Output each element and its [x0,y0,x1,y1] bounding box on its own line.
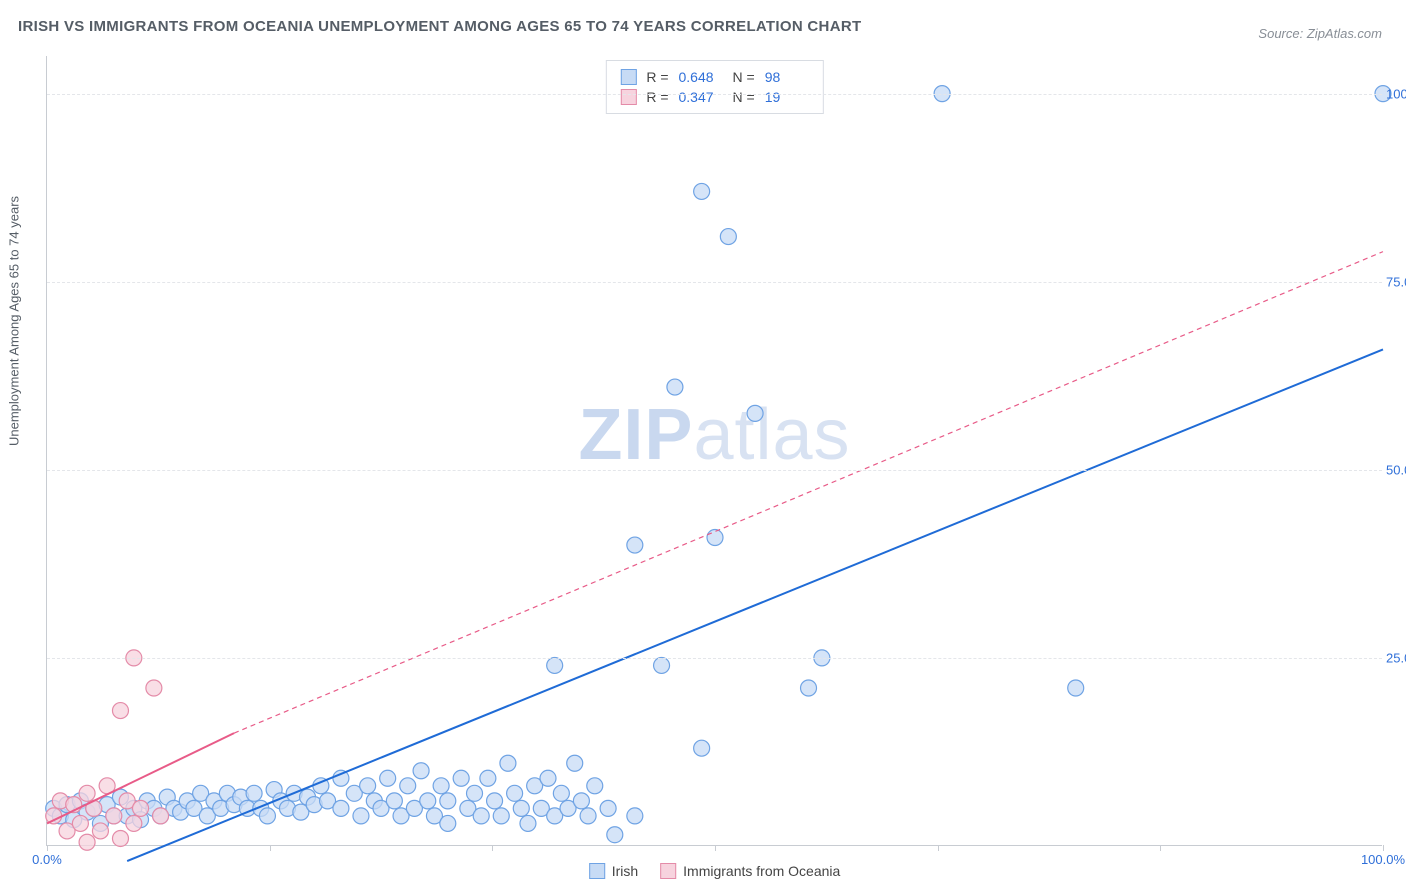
y-tick-label: 50.0% [1386,462,1406,477]
data-point [627,537,643,553]
source-attribution: Source: ZipAtlas.com [1258,26,1382,41]
gridline [47,658,1382,659]
data-point [92,823,108,839]
y-tick-label: 25.0% [1386,650,1406,665]
gridline [47,94,1382,95]
data-point [567,755,583,771]
data-point [46,808,62,824]
plot-area: ZIPatlas R =0.648N =98R =0.347N =19 Iris… [46,56,1382,846]
x-tick-mark [938,845,939,851]
data-point [720,229,736,245]
data-point [493,808,509,824]
data-point [79,785,95,801]
data-point [654,657,670,673]
legend-item: Irish [589,863,638,879]
data-point [133,800,149,816]
x-tick-mark [492,845,493,851]
data-point [580,808,596,824]
data-point [413,763,429,779]
data-point [627,808,643,824]
trend-line [127,349,1383,861]
data-point [112,703,128,719]
y-tick-label: 75.0% [1386,274,1406,289]
data-point [694,183,710,199]
data-point [433,778,449,794]
data-point [473,808,489,824]
chart-title: IRISH VS IMMIGRANTS FROM OCEANIA UNEMPLO… [18,18,861,35]
data-point [453,770,469,786]
x-tick-mark [270,845,271,851]
data-point [353,808,369,824]
data-point [360,778,376,794]
data-point [420,793,436,809]
data-point [547,657,563,673]
x-tick-mark [715,845,716,851]
data-point [1068,680,1084,696]
data-point [707,530,723,546]
data-point [747,405,763,421]
gridline [47,470,1382,471]
data-point [487,793,503,809]
data-point [607,827,623,843]
x-tick-mark [1160,845,1161,851]
legend-swatch [660,863,676,879]
data-point [467,785,483,801]
data-point [507,785,523,801]
legend-label: Irish [612,863,638,879]
data-point [333,800,349,816]
y-axis-label: Unemployment Among Ages 65 to 74 years [7,196,22,446]
data-point [694,740,710,756]
data-point [540,770,556,786]
source-label: Source: [1258,26,1303,41]
data-point [246,785,262,801]
series-legend: Irish Immigrants from Oceania [589,863,841,879]
data-point [79,834,95,850]
source-value: ZipAtlas.com [1307,26,1382,41]
data-point [440,815,456,831]
data-point [587,778,603,794]
data-point [600,800,616,816]
data-point [440,793,456,809]
data-point [386,793,402,809]
data-point [72,815,88,831]
gridline [47,282,1382,283]
x-tick-mark [47,845,48,851]
data-point [573,793,589,809]
data-point [513,800,529,816]
data-point [146,680,162,696]
legend-swatch [589,863,605,879]
chart-svg [47,56,1382,845]
data-point [480,770,496,786]
trend-line-extension [234,252,1383,734]
data-point [259,808,275,824]
data-point [801,680,817,696]
data-point [153,808,169,824]
data-point [667,379,683,395]
data-point [126,815,142,831]
data-point [500,755,516,771]
data-point [112,830,128,846]
data-point [400,778,416,794]
data-point [380,770,396,786]
x-tick-label: 100.0% [1361,852,1405,867]
x-tick-mark [1383,845,1384,851]
x-tick-label: 0.0% [32,852,62,867]
legend-label: Immigrants from Oceania [683,863,840,879]
data-point [106,808,122,824]
y-tick-label: 100.0% [1386,86,1406,101]
data-point [520,815,536,831]
legend-item: Immigrants from Oceania [660,863,840,879]
data-point [553,785,569,801]
